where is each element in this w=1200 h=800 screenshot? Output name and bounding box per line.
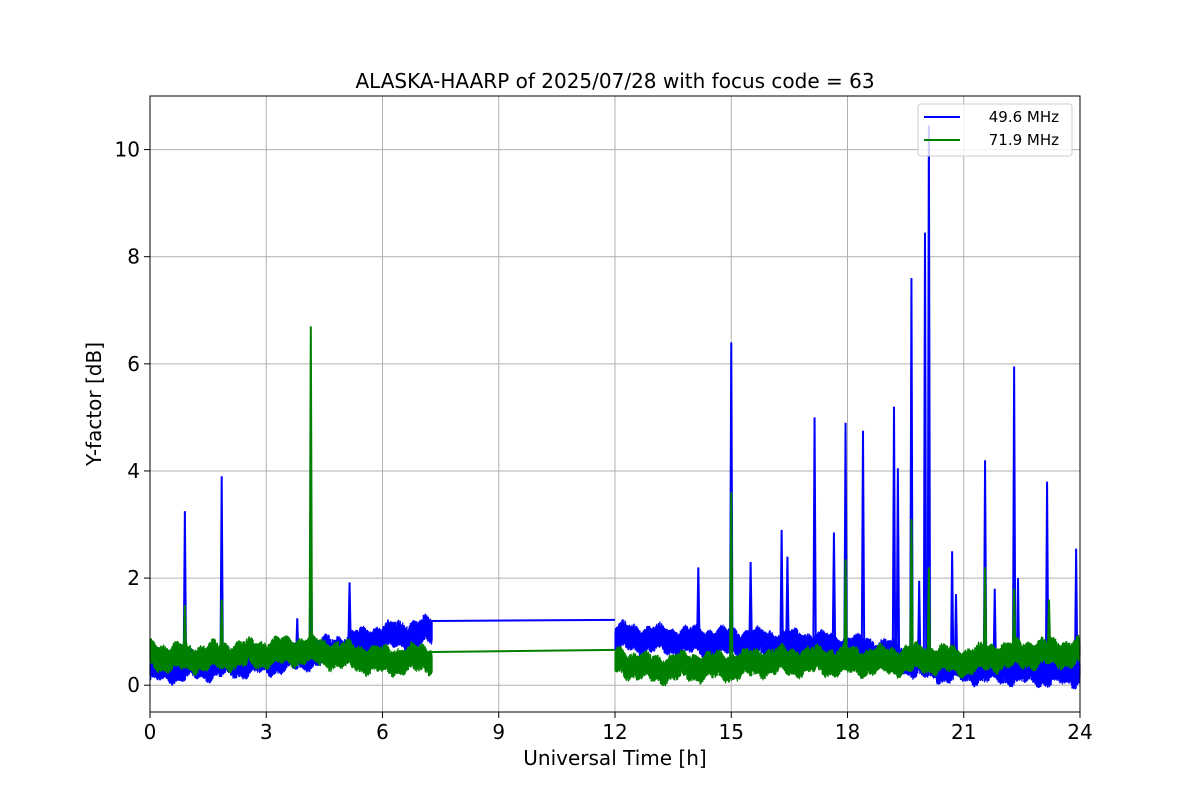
spike-point xyxy=(729,492,734,667)
spike-point xyxy=(922,232,928,667)
spike-point xyxy=(812,417,817,646)
x-tick-label: 18 xyxy=(835,720,860,744)
x-tick-label: 9 xyxy=(492,720,505,744)
spike-point xyxy=(916,580,922,665)
spike-point xyxy=(953,594,959,669)
x-tick-label: 0 xyxy=(144,720,157,744)
y-tick-label: 0 xyxy=(127,673,140,697)
spike-point xyxy=(219,599,224,657)
spike-point xyxy=(860,430,866,651)
y-tick-label: 8 xyxy=(127,245,140,269)
spike-point xyxy=(1011,588,1017,655)
spike-point xyxy=(949,551,955,669)
x-tick-label: 24 xyxy=(1067,720,1092,744)
y-tick-label: 6 xyxy=(127,352,140,376)
x-tick-label: 12 xyxy=(602,720,627,744)
legend: 49.6 MHz 71.9 MHz xyxy=(917,103,1073,157)
series-gap-line xyxy=(432,648,616,654)
spike-point xyxy=(1011,366,1017,670)
spike-point xyxy=(696,567,701,642)
series-segment xyxy=(149,633,433,678)
spike-point xyxy=(891,406,897,656)
spike-point xyxy=(895,468,901,658)
spike-point xyxy=(182,604,188,659)
chart-title: ALASKA-HAARP of 2025/07/28 with focus co… xyxy=(355,69,874,93)
spike-point xyxy=(926,567,932,659)
x-tick-label: 15 xyxy=(719,720,744,744)
series-71-9-mhz xyxy=(149,326,1081,687)
y-axis-label: Y-factor [dB] xyxy=(82,342,106,467)
x-tick-label: 6 xyxy=(376,720,389,744)
legend-label-71-9: 71.9 MHz xyxy=(989,131,1059,149)
series-gap-line xyxy=(432,618,616,622)
grid-layer xyxy=(149,96,1081,712)
series-layer xyxy=(149,125,1081,690)
spike-point xyxy=(748,562,753,644)
spike-point xyxy=(831,532,837,648)
x-tick-label: 3 xyxy=(260,720,273,744)
x-axis-label: Universal Time [h] xyxy=(523,746,706,770)
spike-point xyxy=(909,519,914,660)
spike-point xyxy=(779,529,784,645)
y-tick-label: 10 xyxy=(115,138,140,162)
spike-point xyxy=(347,582,352,647)
spike-point xyxy=(992,588,997,670)
spike-point xyxy=(308,326,314,652)
spike-point xyxy=(1073,548,1079,672)
x-tick-label: 21 xyxy=(951,720,976,744)
spike-point xyxy=(982,567,988,659)
spike-point xyxy=(785,556,790,645)
spike-point xyxy=(843,559,848,662)
y-tick-label: 4 xyxy=(127,459,140,483)
legend-label-49-6: 49.6 MHz xyxy=(989,108,1059,126)
y-tick-label: 2 xyxy=(127,566,140,590)
spike-point xyxy=(1046,599,1052,654)
